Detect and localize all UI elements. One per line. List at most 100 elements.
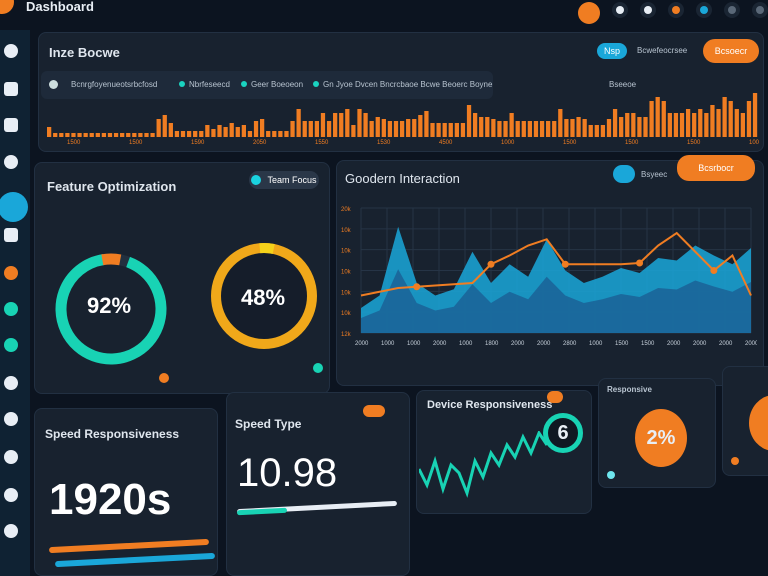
bar [138, 133, 143, 137]
sidebar-item-icon[interactable] [4, 118, 18, 132]
white-dot-icon[interactable] [640, 2, 656, 18]
bar [229, 123, 234, 137]
optimization-panel: Feature Optimization Team Focus 92% 48% [34, 162, 330, 394]
overview-button[interactable]: Bcsoecr [703, 39, 759, 63]
bar [685, 109, 691, 137]
blue-dot-icon[interactable] [696, 2, 712, 18]
bar [266, 131, 271, 137]
bar [375, 117, 380, 137]
responsive-value-circle: 2% [635, 409, 687, 467]
bar [387, 121, 393, 137]
gauge-link[interactable]: Bsyeec [641, 170, 668, 179]
sidebar-item-icon[interactable] [4, 450, 18, 464]
sidebar-item-icon[interactable] [4, 412, 18, 426]
bar [448, 123, 453, 137]
sidebar-item-icon[interactable] [4, 338, 18, 352]
gauge-chip[interactable] [613, 165, 635, 183]
interaction-button[interactable]: Bcsrbocr [677, 155, 755, 181]
interaction-panel: Goodern Interaction Bsyeec Bcsrbocr 20k 1… [336, 155, 764, 386]
bar [424, 111, 429, 137]
x-tick-label: 1000 [459, 341, 473, 347]
bar [667, 113, 672, 137]
device-title: Device Responsiveness [427, 399, 553, 411]
team-focus-chip[interactable]: Team Focus [249, 171, 319, 189]
bar [710, 105, 715, 137]
sidebar-item-icon[interactable] [4, 44, 18, 58]
bar [479, 117, 484, 137]
sidebar-item-icon[interactable] [4, 488, 18, 502]
orange-dot-icon[interactable] [668, 2, 684, 18]
device-line [419, 431, 549, 498]
x-tick-label: 2000 [433, 341, 447, 347]
bar [442, 123, 447, 137]
x-tick-label: 2000 [667, 341, 681, 347]
bar [406, 119, 411, 137]
bar [546, 121, 551, 137]
sidebar-item-icon[interactable] [4, 376, 18, 390]
bar [570, 119, 575, 137]
sidebar-item-icon[interactable] [4, 266, 18, 280]
chip-button[interactable]: Nsp [597, 43, 627, 59]
bar [241, 125, 246, 137]
bar [333, 113, 338, 137]
y-tick-label: 10k [341, 228, 352, 234]
bar [53, 133, 58, 137]
bar [120, 133, 125, 137]
status-dot [159, 373, 169, 383]
gray-dot-icon[interactable] [724, 2, 740, 18]
legend-item: Bcnrgfoyenueotsrbcfosd [71, 80, 158, 89]
bar [345, 109, 350, 137]
x-tick-label: 1500 [67, 140, 81, 145]
bar [174, 131, 180, 137]
bar [381, 119, 386, 137]
bar [369, 121, 374, 137]
sidebar-item-icon[interactable] [4, 82, 18, 96]
sidebar-item-icon[interactable] [4, 302, 18, 316]
bar [235, 127, 240, 137]
x-tick-label: 1000 [749, 140, 759, 145]
bar [679, 113, 685, 137]
bar [107, 133, 113, 137]
bar [205, 125, 210, 137]
bar [533, 121, 539, 137]
bar [278, 131, 283, 137]
bar [193, 131, 198, 137]
bar [77, 133, 82, 137]
donut1-label: 92% [87, 293, 132, 318]
speedtype-badge[interactable] [363, 405, 385, 417]
sidebar-item-icon[interactable] [4, 155, 18, 169]
line-point [413, 283, 421, 291]
bar [558, 109, 563, 137]
bar [491, 119, 496, 137]
white-dot-icon[interactable] [612, 2, 628, 18]
device-panel: Device Responsiveness 6 [416, 390, 592, 514]
bar [734, 109, 739, 137]
bar [284, 131, 289, 137]
overview-link[interactable]: Bcwefeocrsee [637, 46, 688, 55]
bar [752, 93, 758, 137]
bar [704, 113, 709, 137]
bar [339, 113, 344, 137]
bar [740, 113, 746, 137]
donut-92 [55, 253, 167, 365]
bar [552, 121, 557, 137]
x-tick-label: 1500 [615, 341, 629, 347]
bar [113, 133, 119, 137]
overview-title: Inze Bocwe [49, 45, 120, 60]
x-tick-label: 2000 [693, 341, 707, 347]
orange-dot-icon[interactable] [578, 2, 600, 24]
legend-box: Bcnrgfoyenueotsrbcfosd Nbrfeseecd Geer B… [41, 71, 493, 99]
sidebar-item-icon[interactable] [4, 228, 18, 242]
device-badge[interactable] [547, 391, 563, 403]
toggle-dot-icon [251, 175, 262, 185]
bar [296, 109, 301, 137]
bar [83, 133, 88, 137]
bar [436, 123, 441, 137]
gray-dot-icon[interactable] [752, 2, 768, 18]
sidebar-item-icon[interactable] [0, 192, 28, 222]
bar [430, 123, 435, 137]
device-count-ring: 6 [543, 413, 583, 453]
sidebar-item-icon[interactable] [4, 524, 18, 538]
x-tick-label: 1500 [563, 140, 577, 145]
line-point [561, 260, 569, 268]
